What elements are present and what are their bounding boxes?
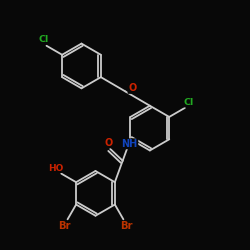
Text: HO: HO [48,164,64,172]
Text: Cl: Cl [39,35,49,44]
Text: Cl: Cl [184,98,194,107]
Text: O: O [104,138,113,148]
Text: Br: Br [120,221,133,231]
Text: O: O [128,83,136,93]
Text: Br: Br [58,221,71,231]
Text: NH: NH [122,139,138,149]
